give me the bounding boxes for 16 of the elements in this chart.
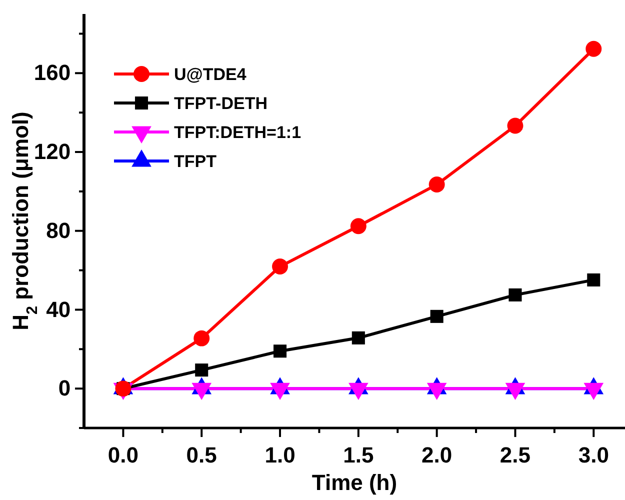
legend-label: TFPT xyxy=(174,152,218,171)
y-tick-label: 0 xyxy=(58,376,71,401)
x-axis-title: Time (h) xyxy=(312,470,398,495)
legend-label: U@TDE4 xyxy=(174,64,247,84)
y-tick-label: 40 xyxy=(46,296,71,322)
x-tick-label: 0.0 xyxy=(108,442,138,468)
y-tick-label: 160 xyxy=(34,60,71,86)
x-tick-label: 1.5 xyxy=(343,442,374,468)
x-tick-label: 1.0 xyxy=(264,442,296,468)
legend-label: TFPT-DETH xyxy=(174,94,268,113)
legend-label: TFPT:DETH=1:1 xyxy=(174,122,302,142)
x-tick-label: 0.5 xyxy=(186,442,217,468)
x-tick-label: 2.0 xyxy=(422,442,452,468)
x-tick-label: 3.0 xyxy=(578,442,609,468)
y-tick-label: 80 xyxy=(46,218,71,243)
x-tick-label: 2.5 xyxy=(500,442,531,468)
